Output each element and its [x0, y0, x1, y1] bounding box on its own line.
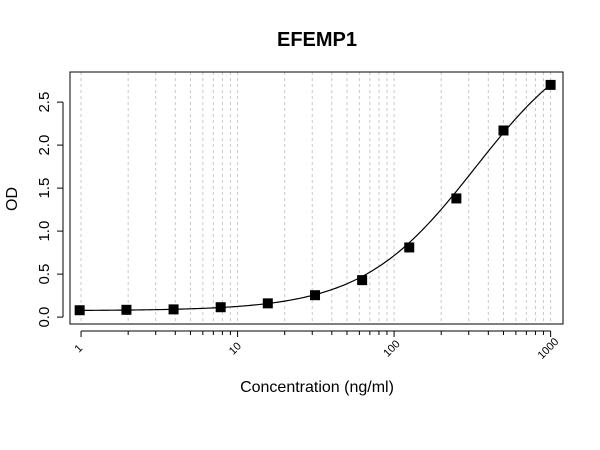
plot-frame — [69, 71, 564, 325]
x-tick-label: 1 — [73, 342, 86, 355]
chart-title: EFEMP1 — [277, 29, 357, 51]
y-tick-label: 0.5 — [36, 264, 53, 285]
y-axis-label: OD — [4, 187, 21, 211]
y-tick-label: 1.0 — [36, 221, 53, 242]
data-point — [310, 290, 321, 301]
x-tick-label: 100 — [381, 338, 402, 359]
data-point — [404, 242, 415, 253]
points-layer — [74, 79, 556, 316]
data-point — [451, 193, 462, 204]
data-point — [215, 302, 226, 313]
data-point — [121, 304, 132, 315]
y-tick-label: 1.5 — [36, 178, 53, 199]
data-point — [262, 298, 273, 309]
y-tick-label: 0.0 — [36, 307, 53, 328]
x-axis-label: Concentration (ng/ml) — [240, 379, 394, 396]
fit-curve — [79, 84, 551, 311]
x-tick-label: 10 — [227, 340, 244, 357]
data-point — [545, 79, 556, 90]
data-point — [74, 305, 85, 316]
data-point — [168, 304, 179, 315]
y-tick-label: 2.5 — [36, 92, 53, 113]
data-point — [498, 125, 509, 136]
y-tick-label: 2.0 — [36, 135, 53, 156]
x-tick-label: 1000 — [536, 336, 562, 362]
axes-layer: 0.0 0.5 1.0 1.5 2.0 2.5 1 10 100 1000 — [36, 92, 561, 362]
data-point — [357, 275, 368, 286]
grid-layer — [80, 72, 552, 324]
